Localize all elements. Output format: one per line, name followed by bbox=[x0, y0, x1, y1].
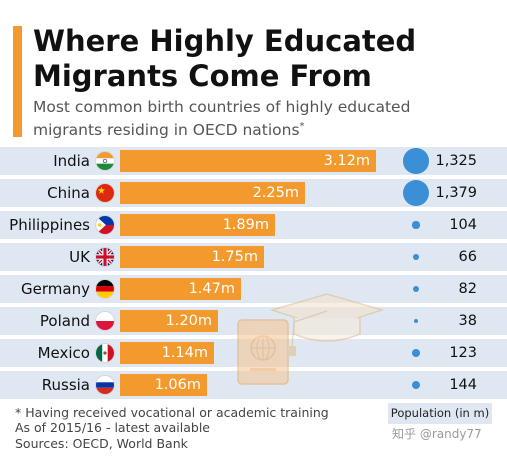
country-label-china: China bbox=[47, 184, 90, 202]
country-label-mexico: Mexico bbox=[37, 344, 90, 362]
bar-value-mexico: 1.14m bbox=[161, 345, 208, 361]
chart-title: Where Highly Educated Migrants Come From bbox=[33, 24, 417, 93]
population-value-uk: 66 bbox=[458, 249, 477, 265]
population-value-poland: 38 bbox=[458, 313, 477, 329]
country-label-poland: Poland bbox=[39, 312, 90, 330]
bar-value-china: 2.25m bbox=[252, 185, 299, 201]
population-bubble-poland bbox=[413, 318, 419, 324]
subtitle-text: Most common birth countries of highly ed… bbox=[33, 98, 411, 140]
bar-value-philippines: 1.89m bbox=[222, 217, 269, 233]
population-bubble-china bbox=[403, 180, 429, 206]
subtitle-footnote-mark: * bbox=[299, 121, 305, 132]
country-label-russia: Russia bbox=[41, 376, 90, 394]
watermark: 知乎 @randy77 bbox=[392, 427, 482, 441]
date-note: As of 2015/16 - latest available bbox=[15, 420, 210, 435]
bar-poland: 1.20m bbox=[120, 310, 218, 332]
population-value-germany: 82 bbox=[458, 281, 477, 297]
sources-note: Sources: OECD, World Bank bbox=[15, 436, 188, 451]
bar-value-germany: 1.47m bbox=[188, 281, 235, 297]
row-band-germany bbox=[0, 275, 507, 303]
chart-subtitle: Most common birth countries of highly ed… bbox=[33, 97, 473, 140]
country-label-india: India bbox=[53, 152, 90, 170]
india-flag-icon bbox=[95, 151, 115, 171]
population-bubble-india bbox=[403, 148, 429, 174]
bar-value-uk: 1.75m bbox=[211, 249, 258, 265]
russia-flag-icon bbox=[95, 375, 115, 395]
bar-uk: 1.75m bbox=[120, 246, 264, 268]
population-bubble-uk bbox=[413, 254, 419, 260]
population-value-mexico: 123 bbox=[449, 345, 477, 361]
population-value-russia: 144 bbox=[449, 377, 477, 393]
bar-russia: 1.06m bbox=[120, 374, 207, 396]
population-value-india: 1,325 bbox=[435, 153, 477, 169]
poland-flag-icon bbox=[95, 311, 115, 331]
country-label-uk: UK bbox=[69, 248, 90, 266]
population-value-philippines: 104 bbox=[449, 217, 477, 233]
philippines-flag-icon bbox=[95, 215, 115, 235]
bar-value-russia: 1.06m bbox=[154, 377, 201, 393]
bar-india: 3.12m bbox=[120, 150, 376, 172]
bar-philippines: 1.89m bbox=[120, 214, 275, 236]
uk-flag-icon bbox=[95, 247, 115, 267]
bar-china: 2.25m bbox=[120, 182, 305, 204]
germany-flag-icon bbox=[95, 279, 115, 299]
population-legend: Population (in m) bbox=[388, 403, 492, 424]
mexico-flag-icon bbox=[95, 343, 115, 363]
title-accent-bar bbox=[13, 26, 22, 137]
bar-mexico: 1.14m bbox=[120, 342, 214, 364]
population-value-china: 1,379 bbox=[435, 185, 477, 201]
population-bubble-mexico bbox=[412, 349, 420, 357]
china-flag-icon bbox=[95, 183, 115, 203]
country-label-germany: Germany bbox=[21, 280, 90, 298]
footnote: * Having received vocational or academic… bbox=[15, 405, 329, 420]
bar-value-poland: 1.20m bbox=[165, 313, 212, 329]
population-bubble-russia bbox=[411, 380, 421, 390]
population-bubble-germany bbox=[412, 285, 420, 293]
country-label-philippines: Philippines bbox=[9, 216, 90, 234]
bar-value-india: 3.12m bbox=[323, 153, 370, 169]
population-bubble-philippines bbox=[412, 221, 420, 229]
bar-germany: 1.47m bbox=[120, 278, 241, 300]
graduation-cap-and-passport-icon bbox=[237, 293, 385, 385]
